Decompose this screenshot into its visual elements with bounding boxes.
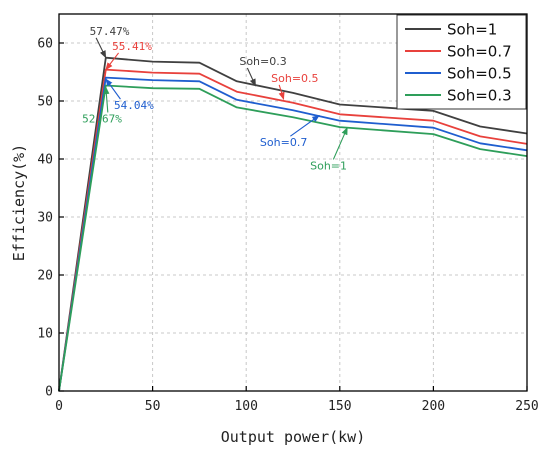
series-line-3 — [58, 76, 528, 392]
annotation-arrow — [290, 115, 320, 137]
annotation-arrow — [105, 52, 120, 71]
annotation-arrow — [278, 84, 285, 100]
annotation-arrow — [95, 37, 107, 59]
legend-label: Soh=0.7 — [447, 43, 512, 61]
annotation-label: Soh=0.7 — [260, 136, 307, 149]
y-tick-label: 30 — [37, 211, 53, 226]
legend-label: Soh=0.3 — [447, 87, 512, 105]
annotation-arrow — [332, 126, 348, 160]
y-tick-label: 50 — [37, 95, 53, 110]
y-axis-label: Efficiency(%) — [10, 144, 28, 261]
x-tick-label: 0 — [55, 399, 63, 414]
annotation-label: 54.04% — [114, 99, 154, 112]
annotation-label: 55.41% — [112, 40, 152, 53]
y-tick-label: 20 — [37, 269, 53, 284]
annotation-arrow — [105, 78, 121, 100]
x-tick-label: 200 — [422, 399, 445, 414]
annotation-arrow — [103, 86, 110, 113]
legend-label: Soh=1 — [447, 21, 497, 39]
annotation-label: 52.67% — [82, 112, 122, 125]
series-line-2 — [58, 68, 528, 392]
x-tick-label: 150 — [328, 399, 351, 414]
legend: Soh=1 Soh=0.7 Soh=0.5 Soh=0.3 — [396, 14, 527, 110]
annotation-arrow — [246, 67, 257, 87]
series-lines — [58, 56, 528, 392]
y-tick-label: 0 — [45, 385, 53, 400]
series-line-4 — [58, 84, 528, 392]
annotation-label: Soh=0.3 — [239, 55, 286, 68]
x-tick-label: 50 — [145, 399, 161, 414]
legend-label: Soh=0.5 — [447, 65, 512, 83]
annotation-label: 57.47% — [90, 25, 130, 38]
y-tick-label: 60 — [37, 37, 53, 52]
series-line-1 — [58, 56, 528, 392]
axis-ticks: 0 50 100 150 200 250 0 10 20 30 40 50 60 — [37, 37, 538, 415]
y-tick-label: 10 — [37, 327, 53, 342]
legend-box — [396, 14, 527, 110]
y-tick-label: 40 — [37, 153, 53, 168]
x-tick-label: 250 — [515, 399, 538, 414]
annotation-label: Soh=1 — [310, 159, 347, 172]
x-axis-label: Output power(kw) — [221, 428, 366, 446]
x-tick-label: 100 — [234, 399, 257, 414]
annotation-label: Soh=0.5 — [271, 72, 318, 85]
plot-frame — [58, 13, 528, 392]
annotations: 57.47% 55.41% 54.04%52.67% Soh=0.3 Soh=0.5 So… — [82, 25, 348, 172]
